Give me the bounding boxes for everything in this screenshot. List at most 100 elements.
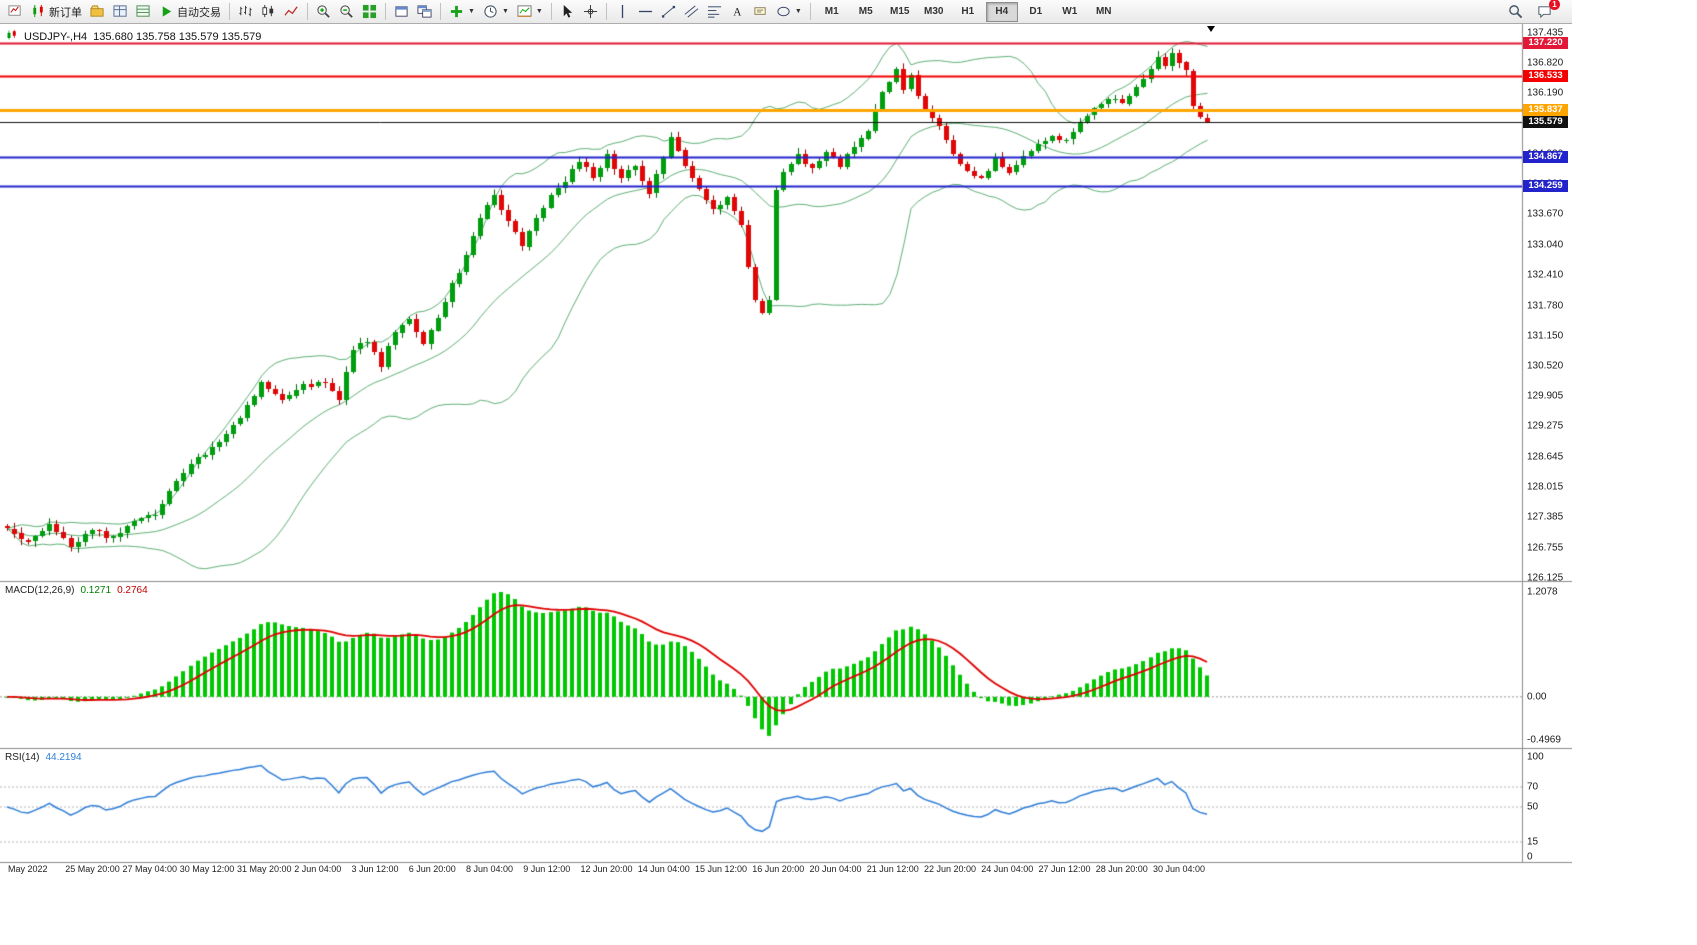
price-level-badge: 135.579 [1523,116,1568,129]
toolbar-separator [809,3,811,20]
hline-icon [638,4,653,19]
toolbar-group [234,0,303,24]
vertical-line-button[interactable] [611,0,634,23]
shapes-button[interactable]: ▼ [772,0,806,23]
timeframe-w1-button[interactable]: W1 [1062,6,1078,17]
time-axis-label: 16 Jun 20:00 [752,864,805,874]
price-level-badge: 137.220 [1523,37,1568,50]
timeframe-m1-button[interactable]: M1 [824,6,839,17]
macd-name: MACD(12,26,9) [5,585,75,596]
data-window-button[interactable] [132,0,155,23]
price-axis-tick: 127.385 [1527,511,1564,523]
toolbar-separator [307,3,308,20]
time-axis-label: 9 Jun 12:00 [523,864,571,874]
chart-shift-marker-icon[interactable] [1207,26,1215,32]
time-axis-label: May 2022 [8,864,48,874]
autotrade-button-label: 自动交易 [177,6,221,19]
price-axis-tick: 129.275 [1527,420,1564,432]
timeframe-d1-button[interactable]: D1 [1029,6,1043,17]
plus-icon [449,4,464,19]
rsi-axis-tick: 70 [1527,781,1539,793]
time-axis-label: 12 Jun 20:00 [580,864,633,874]
order-candles-icon [31,4,46,19]
timeframe-m30-button[interactable]: M30 [924,6,944,17]
market-watch-button[interactable] [109,0,132,23]
autotrade-button[interactable]: 自动交易 [155,0,225,23]
dropdown-arrow-icon: ▼ [794,8,802,15]
toolbar-right-group: 1 [1504,0,1560,23]
rsi-name: RSI(14) [5,752,40,763]
trend-icon [661,4,676,19]
charts-profile-button[interactable] [86,0,109,23]
price-axis-tick: 133.040 [1527,239,1564,251]
text-button[interactable]: A [726,0,749,23]
price-axis-tick: 133.670 [1527,208,1564,220]
cursor-button[interactable] [556,0,579,23]
candlestick-chart-button[interactable] [257,0,280,23]
search-button[interactable] [1504,0,1527,23]
horizontal-line-button[interactable] [634,0,657,23]
cascade-windows-button[interactable] [413,0,436,23]
price-level-badge: 135.837 [1523,104,1568,116]
price-axis-tick: 126.755 [1527,542,1564,554]
price-axis-tick: 128.645 [1527,451,1564,463]
mt4-terminal-window: 新订单 自动交易 ▼ ▼ ▼ A ▼ M1 M5 M15 M30 H1 H4 D1 W1 MN 1 USDJPY… [0,0,1572,880]
new-chart-button[interactable] [4,0,27,23]
notification-badge: 1 [1549,0,1560,10]
timeframe-m5-button[interactable]: M5 [858,6,873,17]
indicators-button[interactable]: ▼ [445,0,479,23]
toolbar-separator [440,3,441,20]
macd-indicator-label: MACD(12,26,9) 0.1271 0.2764 [5,585,148,596]
toolbar-group: A ▼ [611,0,806,24]
candle-icon [261,4,276,19]
chat-button[interactable]: 1 [1533,0,1560,23]
templates-button[interactable]: ▼ [513,0,547,23]
zoom-in-button[interactable] [312,0,335,23]
rsi-indicator-label: RSI(14) 44.2194 [5,752,82,763]
new-order-button[interactable]: 新订单 [27,0,86,23]
window-icon [394,4,409,19]
chart-title-icon [6,29,18,44]
macd-main-value: 0.1271 [80,585,112,596]
tile-windows-button[interactable] [390,0,413,23]
crosshair-button[interactable] [579,0,602,23]
macd-axis-tick: 0.00 [1527,691,1547,703]
rsi-axis-tick: 0 [1527,851,1533,863]
price-axis-tick: 126.125 [1527,572,1564,584]
time-axis-label: 28 Jun 20:00 [1095,864,1148,874]
timeframe-h4-button[interactable]: H4 [985,1,1018,22]
chart-title: USDJPY-,H4 135.680 135.758 135.579 135.5… [6,29,261,44]
auto-arrange-button[interactable] [358,0,381,23]
time-axis-label: 27 Jun 12:00 [1038,864,1091,874]
time-axis-label: 30 May 12:00 [179,864,235,874]
time-axis-label: 6 Jun 20:00 [408,864,456,874]
periods-button[interactable]: ▼ [479,0,513,23]
rsi-axis-tick: 50 [1527,801,1539,813]
price-axis-tick: 129.905 [1527,390,1564,402]
shapes-icon [776,4,791,19]
profile-icon [90,4,105,19]
bar-chart-button[interactable] [234,0,257,23]
clock-icon [483,4,498,19]
timeframe-h1-button[interactable]: H1 [961,6,975,17]
price-chart-canvas[interactable] [0,0,1572,880]
cursor-icon [560,4,575,19]
channel-button[interactable] [680,0,703,23]
timeframe-m15-button[interactable]: M15 [890,6,910,17]
label-button[interactable] [749,0,772,23]
price-axis-tick: 136.820 [1527,57,1564,69]
fibonacci-button[interactable] [703,0,726,23]
zoom-out-button[interactable] [335,0,358,23]
time-axis-label: 22 Jun 20:00 [924,864,977,874]
time-axis-label: 25 May 20:00 [65,864,120,874]
market-watch-icon [113,4,128,19]
macd-axis-tick: 1.2078 [1527,586,1558,598]
line-chart-button[interactable] [280,0,303,23]
price-axis-tick: 131.150 [1527,330,1564,342]
macd-axis-tick: -0.4969 [1527,734,1561,746]
timeframe-mn-button[interactable]: MN [1095,6,1112,17]
price-level-badge: 134.867 [1523,150,1568,163]
zoom-in-icon [316,4,331,19]
price-axis-tick: 128.015 [1527,481,1564,493]
trendline-button[interactable] [657,0,680,23]
